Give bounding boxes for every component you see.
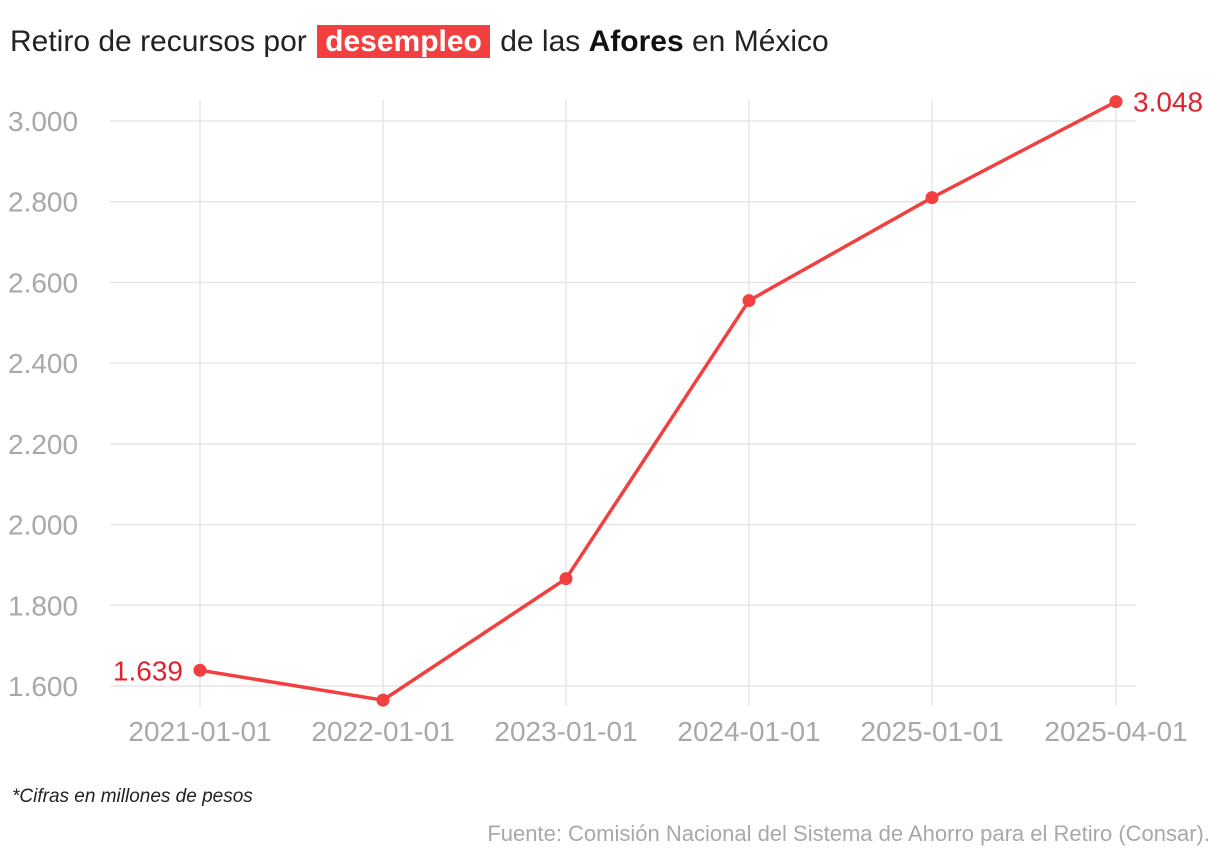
- x-tick-label: 2023-01-01: [494, 716, 637, 747]
- data-point: [559, 572, 573, 586]
- y-tick-label: 2.200: [8, 429, 78, 460]
- data-point: [193, 663, 207, 677]
- x-tick-label: 2025-01-01: [860, 716, 1003, 747]
- title-middle: de las: [500, 25, 581, 58]
- y-tick-label: 1.600: [8, 671, 78, 702]
- footnote: *Cifras en millones de pesos: [12, 786, 253, 807]
- title-prefix: Retiro de recursos por: [10, 25, 307, 58]
- chart-title: Retiro de recursos por desempleo de las …: [10, 22, 829, 62]
- data-point: [925, 191, 939, 205]
- y-tick-label: 2.800: [8, 187, 78, 218]
- title-bold: Afores: [588, 25, 684, 58]
- x-tick-label: 2021-01-01: [128, 716, 271, 747]
- x-tick-label: 2025-04-01: [1044, 716, 1187, 747]
- data-point: [1109, 95, 1123, 109]
- data-label: 3.048: [1133, 87, 1203, 118]
- title-suffix: en México: [692, 25, 829, 58]
- data-label: 1.639: [113, 655, 183, 686]
- title-highlight: desempleo: [317, 25, 490, 58]
- y-tick-label: 3.000: [8, 106, 78, 137]
- y-tick-label: 2.600: [8, 267, 78, 298]
- y-tick-label: 1.800: [8, 590, 78, 621]
- source-note: Fuente: Comisión Nacional del Sistema de…: [487, 821, 1210, 846]
- x-tick-label: 2022-01-01: [311, 716, 454, 747]
- data-point: [376, 693, 390, 707]
- y-tick-label: 2.000: [8, 510, 78, 541]
- data-point: [742, 294, 756, 308]
- y-tick-label: 2.400: [8, 348, 78, 379]
- series-line: [198, 99, 1118, 702]
- x-tick-label: 2024-01-01: [677, 716, 820, 747]
